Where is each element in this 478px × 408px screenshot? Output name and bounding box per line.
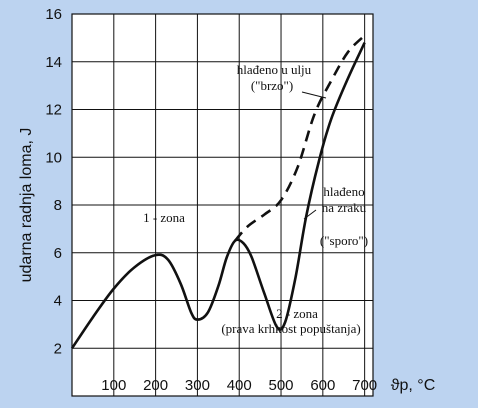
- annotation-oil-line2: ("brzo"): [251, 78, 293, 93]
- y-axis-title: udarna radnja loma, J: [18, 128, 35, 283]
- annotation-air-line2: na zraku: [322, 200, 367, 215]
- y-tick-label: 6: [54, 245, 62, 262]
- y-tick-label: 14: [45, 54, 62, 71]
- annotation-air-line3: ("sporo"): [320, 233, 368, 248]
- series-group: [70, 34, 366, 350]
- x-tick-label: 500: [269, 377, 294, 394]
- y-tick-label: 2: [54, 340, 62, 357]
- grid: [72, 14, 373, 396]
- air-leader-line: [303, 209, 317, 220]
- series-line-air-cooled: [70, 42, 366, 350]
- y-tick-labels: 2 4 6 8 10 12 14 16: [45, 6, 62, 357]
- x-tick-label: 700: [352, 377, 377, 394]
- oil-leader-line: [301, 91, 327, 99]
- x-tick-labels: 100 200 300 400 500 600 700: [101, 377, 377, 394]
- x-axis-title: ϑp, °C: [391, 377, 436, 394]
- x-tick-label: 300: [185, 377, 210, 394]
- annotation-air-line1: hlađeno: [323, 184, 364, 199]
- x-tick-label: 100: [101, 377, 126, 394]
- y-tick-label: 10: [45, 149, 62, 166]
- annotation-zone-1: 1 - zona: [143, 210, 185, 225]
- annotation-zone-2-line2: (prava krhkost popuštanja): [221, 321, 360, 336]
- annotation-zone-2-line1: 2 - zona: [276, 306, 318, 321]
- x-tick-label: 600: [310, 377, 335, 394]
- y-tick-label: 12: [45, 102, 62, 119]
- y-tick-label: 4: [54, 293, 62, 310]
- annotation-oil-line1: hlađeno u ulju: [237, 62, 312, 77]
- series-line-oil-quenched: [234, 34, 366, 242]
- x-tick-label: 400: [227, 377, 252, 394]
- y-tick-label: 16: [45, 6, 62, 23]
- x-tick-label: 200: [143, 377, 168, 394]
- y-tick-label: 8: [54, 197, 62, 214]
